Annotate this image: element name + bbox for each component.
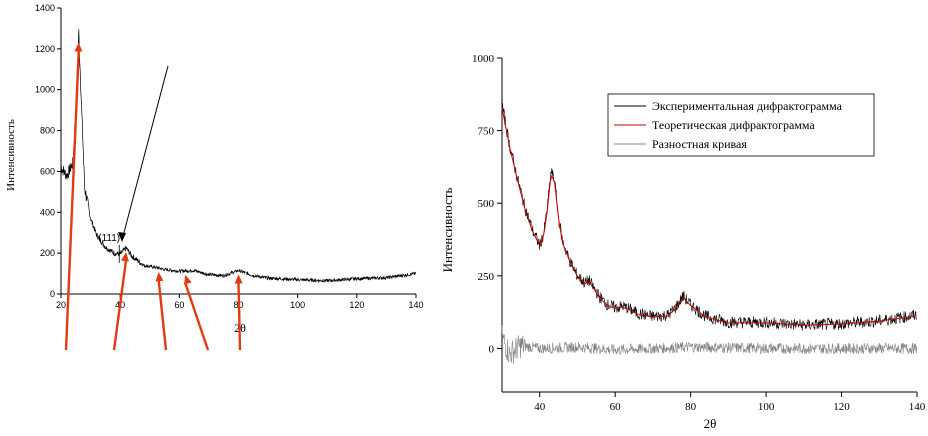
left-y-tick-label: 1200 xyxy=(35,44,55,54)
right-y-tick-label: 250 xyxy=(478,271,495,283)
right-plot-area xyxy=(501,102,917,365)
left-chart: Интенсивность 2θ 02004006008001000120014… xyxy=(5,3,424,351)
right-x-tick-label: 80 xyxy=(685,401,697,413)
right-axes: 0 250 500 750 1000 40 60 80 100 120 140 xyxy=(472,53,926,413)
right-x-tick-label: 60 xyxy=(610,401,622,413)
red-arrow-head xyxy=(184,274,192,285)
right-y-tick-label: 0 xyxy=(489,343,495,355)
right-y-tick-label: 750 xyxy=(478,126,495,138)
right-chart: Интенсивность 2θ 0 250 500 750 1000 40 60 80 100… xyxy=(440,53,926,431)
red-arrow-head xyxy=(155,272,164,282)
legend-box xyxy=(607,93,875,157)
left-axes: 0200400600800100012001400204060801001201… xyxy=(35,3,424,310)
right-y-tick-label: 1000 xyxy=(472,53,495,65)
black-arrow-line xyxy=(121,65,169,241)
red-arrow-head xyxy=(121,252,129,262)
left-y-tick-label: 0 xyxy=(50,289,55,299)
left-plot-area xyxy=(60,29,416,284)
right-y-tick-label: 500 xyxy=(478,198,495,210)
left-x-tick-label: 20 xyxy=(56,300,66,310)
red-arrow xyxy=(157,279,168,351)
left-y-tick-label: 400 xyxy=(40,207,55,217)
right-x-axis-label: 2θ xyxy=(704,416,717,431)
left-y-tick-label: 200 xyxy=(40,248,55,258)
red-arrow xyxy=(237,282,242,351)
left-x-tick-label: 140 xyxy=(408,300,423,310)
left-x-tick-label: 100 xyxy=(290,300,305,310)
right-y-axis-label: Интенсивность xyxy=(440,188,455,273)
red-arrow-head xyxy=(234,274,243,284)
right-x-tick-label: 120 xyxy=(833,401,850,413)
left-y-tick-label: 1000 xyxy=(35,85,55,95)
red-arrow-head xyxy=(74,42,83,52)
left-y-axis-label: Интенсивность xyxy=(5,119,17,191)
left-y-tick-label: 800 xyxy=(40,126,55,136)
left-y-tick-label: 600 xyxy=(40,166,55,176)
series-difference xyxy=(501,325,917,365)
left-diffraction-series xyxy=(60,29,416,284)
black-arrow-head xyxy=(118,232,126,242)
legend-label: Теоретическая дифрактограмма xyxy=(652,118,815,132)
red-arrow xyxy=(64,50,80,351)
right-x-tick-label: 100 xyxy=(758,401,775,413)
red-arrow xyxy=(184,282,210,351)
legend-label: Экспериментальная дифрактограмма xyxy=(652,99,843,113)
annotation-111: (111) xyxy=(98,233,120,244)
legend: Экспериментальная дифрактограмма Теоретич… xyxy=(607,93,875,157)
right-x-tick-label: 40 xyxy=(534,401,546,413)
series-theoretical xyxy=(501,107,916,326)
right-x-tick-label: 140 xyxy=(909,401,926,413)
red-arrow xyxy=(112,259,128,351)
legend-label: Разностная кривая xyxy=(652,137,747,151)
left-annotations: (111) xyxy=(64,42,243,351)
left-x-tick-label: 120 xyxy=(349,300,364,310)
left-x-tick-label: 60 xyxy=(174,300,184,310)
left-y-tick-label: 1400 xyxy=(35,3,55,13)
